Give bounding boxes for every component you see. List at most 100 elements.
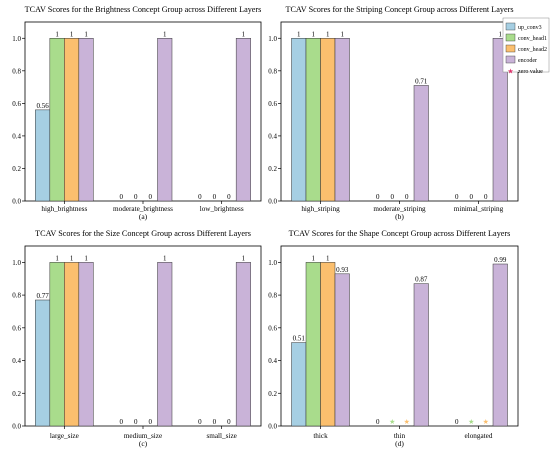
panel-1-ytick-label: 0.8 [12,67,21,75]
panel-3-ytick-label: 0.8 [12,292,21,300]
panel-3-ytick-label: 0.4 [12,357,21,365]
panel-4-ytick-label: 0.6 [268,324,277,332]
panel-4-value-label: 1 [326,254,330,262]
panel-3-category-label: small_size [206,432,236,440]
panel-1-caption: (a) [139,212,148,221]
legend-swatch-conv_head1 [505,33,516,42]
panel-3-value-label: 1 [242,254,246,262]
panel-4-ytick-label: 0.8 [268,292,277,300]
panel-4-bar-encoder-thin [413,283,429,427]
panel-1-value-label: 1 [70,30,74,38]
panel-3-value-label: 1 [70,254,74,262]
panel-3-bar-conv_head2-large_size [64,262,80,427]
panel-3-ytick-label: 0.2 [12,390,21,398]
panel-2-category-label: minimal_striping [454,205,504,213]
panel-2-title: TCAV Scores for the Striping Concept Gro… [285,5,513,14]
panel-4-bar-encoder-elongated [492,263,508,427]
panel-2-bar-encoder-minimal_striping [492,38,508,202]
panel-2-value-label: 1 [499,30,503,38]
panel-3-category-label: large_size [50,432,79,440]
panel-2-category-label: high_striping [301,205,340,213]
panel-4-category-label: thick [313,432,328,440]
panel-1-bar-encoder-high_brightness [78,38,94,202]
panel-1-value-label: 0 [198,193,202,201]
panel-2-value-label: 0 [391,193,395,201]
panel-3-bar-encoder-small_size [235,262,251,427]
legend-label-up_conv3: up_conv3 [518,25,542,31]
legend-label-encoder: encoder [518,58,537,64]
panel-1-category-label: low_brightness [200,205,244,213]
panel-2-value-label: 1 [341,30,345,38]
panel-1-bar-conv_head1-high_brightness [49,38,65,202]
panel-4-caption: (d) [395,439,404,448]
panel-3-value-label: 0 [213,418,217,426]
panel-1-ytick-label: 1.0 [12,35,21,43]
panel-2-value-label: 0 [484,193,488,201]
panel-2-value-label: 1 [297,30,301,38]
panel-1-bar-conv_head2-high_brightness [64,38,80,202]
panel-4-value-label: 0.93 [336,266,349,274]
panel-1-bar-encoder-moderate_brightness [157,38,173,202]
panel-1-value-label: 1 [55,30,59,38]
panel-3-value-label: 0 [134,418,138,426]
panel-3-ytick-label: 1.0 [12,259,21,267]
panel-2-ytick-label: 0.6 [268,100,277,108]
legend-swatch-conv_head2 [505,44,516,53]
panel-4-ytick-label: 0.0 [268,423,277,431]
panel-3-title: TCAV Scores for the Size Concept Group a… [35,229,251,238]
panel-2-caption: (b) [395,212,404,221]
panel-4-zero-marker: ★ [389,418,395,426]
panel-1-value-label: 0 [134,193,138,201]
panel-4-bar-up_conv3-thick [291,342,307,427]
panel-4-value-label: 0 [376,418,380,426]
panel-1-title: TCAV Scores for the Brightness Concept G… [25,5,262,14]
panel-4-value-label: 0 [455,418,459,426]
panel-4-bar-encoder-thick [334,273,350,427]
panel-3-value-label: 0 [120,418,124,426]
panel-2-value-label: 0 [405,193,409,201]
panel-2-ytick-label: 0.4 [268,132,277,140]
panel-1-value-label: 0 [227,193,231,201]
panel-1-ytick-label: 0.6 [12,100,21,108]
panel-4-value-label: 0.87 [415,276,428,284]
panel-1-value-label: 0 [149,193,153,201]
panel-2-value-label: 1 [312,30,316,38]
panel-2-value-label: 0 [455,193,459,201]
panel-1-value-label: 0 [120,193,124,201]
legend-label-zero-value: zero value [518,69,543,75]
panel-1-value-label: 0.56 [36,102,49,110]
panel-4-title: TCAV Scores for the Shape Concept Group … [289,229,511,238]
panel-1-value-label: 0 [213,193,217,201]
panel-3-bar-up_conv3-large_size [35,299,51,427]
legend-zero-marker-icon: ★ [507,68,513,76]
panel-4-bar-conv_head1-thick [305,262,321,427]
panel-1-ytick-label: 0.0 [12,198,21,206]
panel-1-value-label: 1 [242,30,246,38]
panel-2-value-label: 1 [326,30,330,38]
panel-2-value-label: 0.71 [415,77,428,85]
panel-2-ytick-label: 0.2 [268,165,277,173]
panel-1-value-label: 1 [163,30,167,38]
panel-1-ytick-label: 0.2 [12,165,21,173]
panel-4-zero-marker: ★ [483,418,489,426]
panel-4-ytick-label: 1.0 [268,259,277,267]
panel-3-value-label: 1 [163,254,167,262]
panel-1-category-label: moderate_brightness [113,205,173,213]
panel-2-category-label: moderate_striping [373,205,426,213]
panel-2-ytick-label: 1.0 [268,35,277,43]
panel-4-bar-conv_head2-thick [320,262,336,427]
panel-4-ytick-label: 0.2 [268,390,277,398]
panel-2-bar-up_conv3-high_striping [291,38,307,202]
panel-2-bar-conv_head1-high_striping [305,38,321,202]
panel-4-zero-marker: ★ [468,418,474,426]
panel-4-value-label: 0.99 [494,256,507,264]
panel-1-bar-encoder-low_brightness [235,38,251,202]
panel-3-ytick-label: 0.6 [12,324,21,332]
legend-swatch-encoder [505,55,516,64]
panel-4-ytick-label: 0.4 [268,357,277,365]
panel-1-bar-up_conv3-high_brightness [35,109,51,202]
panel-3-value-label: 0.77 [36,292,49,300]
panel-3-value-label: 0 [227,418,231,426]
legend-label-conv_head2: conv_head2 [518,47,547,53]
panel-2-bar-encoder-high_striping [334,38,350,202]
